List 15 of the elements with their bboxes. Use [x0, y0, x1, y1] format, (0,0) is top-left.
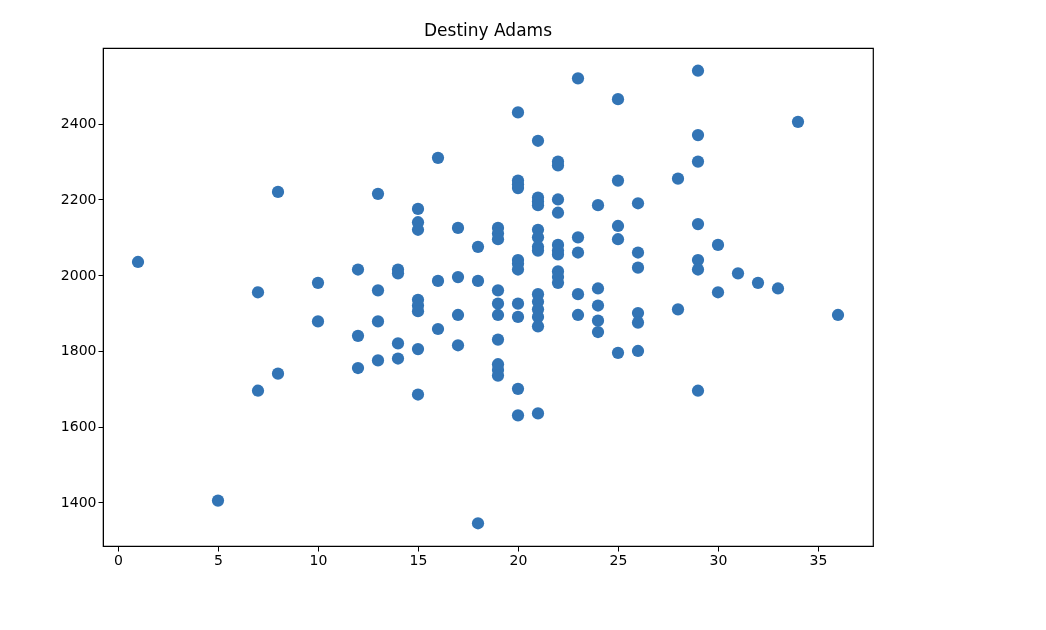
y-tick-label: 2400 — [60, 115, 97, 132]
y-tick-label: 1400 — [60, 493, 97, 510]
x-tick-label: 0 — [114, 551, 123, 568]
x-tick-label: 25 — [609, 551, 628, 568]
y-tick-label: 1600 — [60, 418, 97, 435]
x-tick-label: 35 — [809, 551, 828, 568]
x-tick-label: 20 — [509, 551, 528, 568]
y-tick-label: 1800 — [60, 342, 97, 359]
x-tick-label: 5 — [214, 551, 223, 568]
x-tick-label: 30 — [709, 551, 728, 568]
y-tick-label: 2200 — [60, 190, 97, 207]
x-tick-label: 15 — [409, 551, 428, 568]
chart-title: Destiny Adams — [424, 20, 553, 40]
y-tick-label: 2000 — [60, 266, 97, 283]
x-tick-label: 10 — [309, 551, 328, 568]
